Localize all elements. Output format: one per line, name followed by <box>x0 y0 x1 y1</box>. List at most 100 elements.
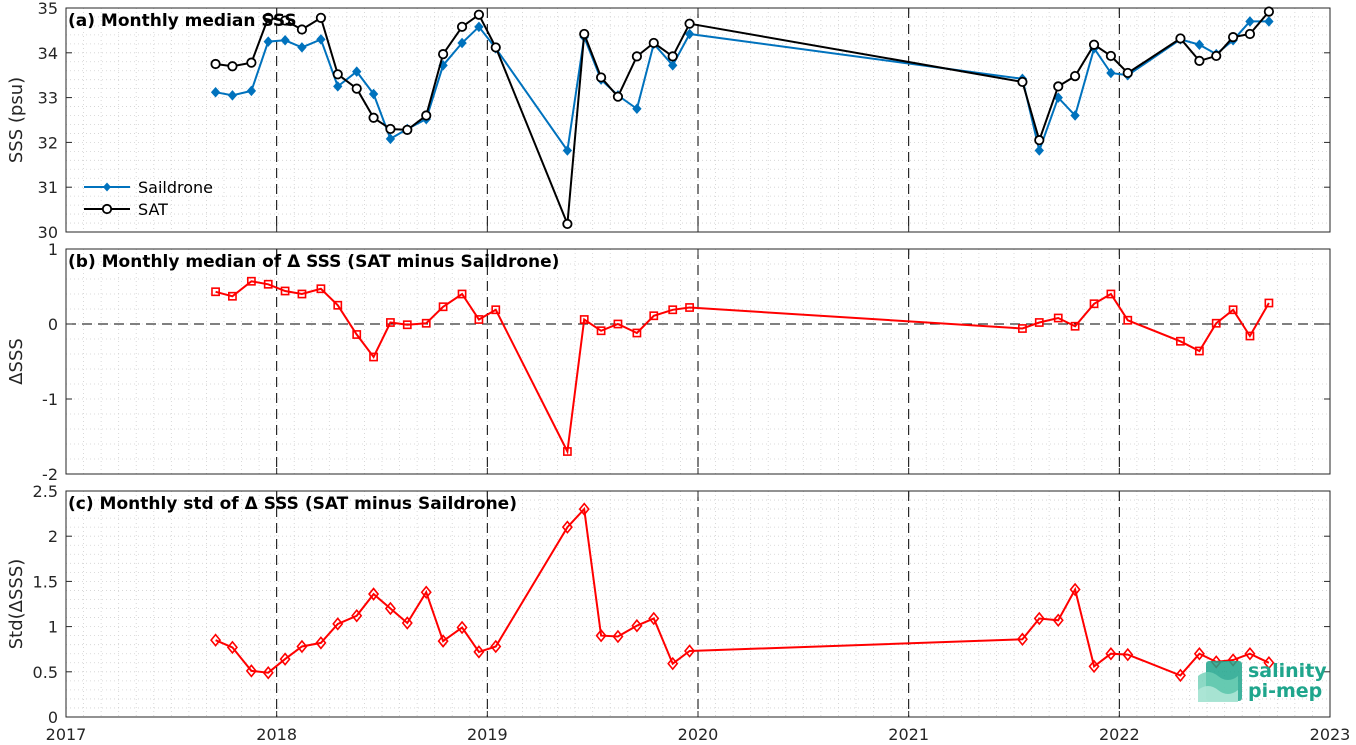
data-point <box>668 60 678 71</box>
data-point <box>1244 646 1256 661</box>
y-tick-label: 30 <box>38 223 58 242</box>
data-point <box>352 66 362 77</box>
y-tick-label: 1 <box>48 240 58 259</box>
data-point <box>421 110 432 121</box>
panel-c-monthly-std-delta-sss: 0 0.5 1 1.5 2 2.5 2017 2018 2019 2020 2021 2022 2023… <box>6 482 1350 744</box>
logo-line1: salinity <box>1248 660 1327 682</box>
y-tick-label: 2.5 <box>33 482 58 501</box>
data-point <box>456 620 468 635</box>
data-point <box>648 37 659 49</box>
data-point <box>1245 16 1255 27</box>
data-point <box>1088 39 1100 50</box>
data-point <box>1018 324 1027 333</box>
data-point <box>579 28 590 40</box>
data-point <box>263 279 273 289</box>
legend-marker <box>103 182 111 192</box>
data-point <box>1034 145 1044 156</box>
data-point <box>1053 81 1064 92</box>
legend-marker <box>101 203 113 215</box>
series-line <box>215 20 1269 155</box>
data-point <box>402 124 413 135</box>
data-point <box>246 276 256 286</box>
data-point <box>684 28 695 40</box>
data-point <box>667 656 679 671</box>
data-point <box>351 83 362 94</box>
y-tick-label: 33 <box>38 89 58 108</box>
data-point <box>1122 67 1133 79</box>
data-point <box>279 15 291 26</box>
data-point <box>420 585 432 600</box>
data-point <box>210 633 222 647</box>
panel-title: (c) Monthly std of Δ SSS (SAT minus Sail… <box>68 494 517 514</box>
data-point <box>333 300 343 310</box>
data-point <box>351 608 363 623</box>
data-point <box>280 286 290 296</box>
data-point <box>1105 50 1117 62</box>
data-point <box>332 69 343 80</box>
data-point <box>438 302 448 312</box>
data-point <box>1211 318 1221 328</box>
y-axis-label: Std(ΔSSS) <box>6 559 27 650</box>
y-tick-label: -2 <box>42 465 58 484</box>
data-point <box>315 636 327 650</box>
x-tick-label: 2023 <box>1310 725 1351 744</box>
data-point <box>1228 305 1238 315</box>
data-point <box>456 21 468 32</box>
data-point <box>561 520 573 534</box>
data-point <box>316 34 326 45</box>
data-point <box>562 145 573 156</box>
data-point <box>595 72 607 83</box>
data-point <box>333 81 343 92</box>
data-point <box>1244 28 1256 40</box>
data-point <box>1174 668 1186 683</box>
data-point <box>1263 6 1275 17</box>
y-tick-label: 32 <box>38 133 58 152</box>
data-point <box>473 9 485 20</box>
data-point <box>1069 582 1081 597</box>
data-point <box>1194 55 1205 66</box>
panel-title: (b) Monthly median of Δ SSS (SAT minus S… <box>68 252 559 272</box>
data-point <box>578 502 590 516</box>
panel-b-monthly-median-delta-sss: -2 -1 0 1 ΔSSS (b) Monthly median of Δ SSS (S… <box>6 240 1331 484</box>
data-point <box>648 611 660 626</box>
x-tick-label: 2020 <box>678 725 719 744</box>
y-tick-label: 35 <box>38 0 58 18</box>
data-point <box>596 326 606 336</box>
data-point <box>1194 39 1205 50</box>
data-point <box>595 628 607 643</box>
data-point <box>1034 318 1044 327</box>
data-point <box>352 330 362 339</box>
data-point <box>437 49 449 60</box>
data-point <box>457 37 467 49</box>
data-point <box>473 645 485 659</box>
data-point <box>297 289 307 299</box>
data-point <box>226 640 238 655</box>
data-point <box>262 665 274 680</box>
y-axis-label: SSS (psu) <box>6 77 27 163</box>
y-axis-label: ΔSSS <box>6 338 27 385</box>
data-point <box>368 587 380 601</box>
data-point <box>613 319 623 329</box>
data-point <box>402 320 412 330</box>
data-point <box>421 318 431 328</box>
data-point <box>332 617 344 631</box>
data-point <box>384 601 396 616</box>
data-point <box>612 91 624 102</box>
x-tick-label: 2019 <box>467 725 508 744</box>
data-point <box>579 315 589 324</box>
data-point <box>1264 16 1274 27</box>
data-point <box>297 42 307 53</box>
data-point <box>246 85 257 97</box>
y-tick-label: 0.5 <box>33 663 58 682</box>
data-point <box>210 58 221 70</box>
y-tick-label: 0 <box>48 315 58 334</box>
data-point <box>1034 135 1045 146</box>
data-point <box>246 57 257 68</box>
data-point <box>280 35 290 46</box>
data-point <box>632 328 642 338</box>
data-point <box>1176 336 1185 346</box>
data-point <box>1069 70 1081 82</box>
data-point <box>1123 315 1133 325</box>
data-point <box>211 287 220 297</box>
